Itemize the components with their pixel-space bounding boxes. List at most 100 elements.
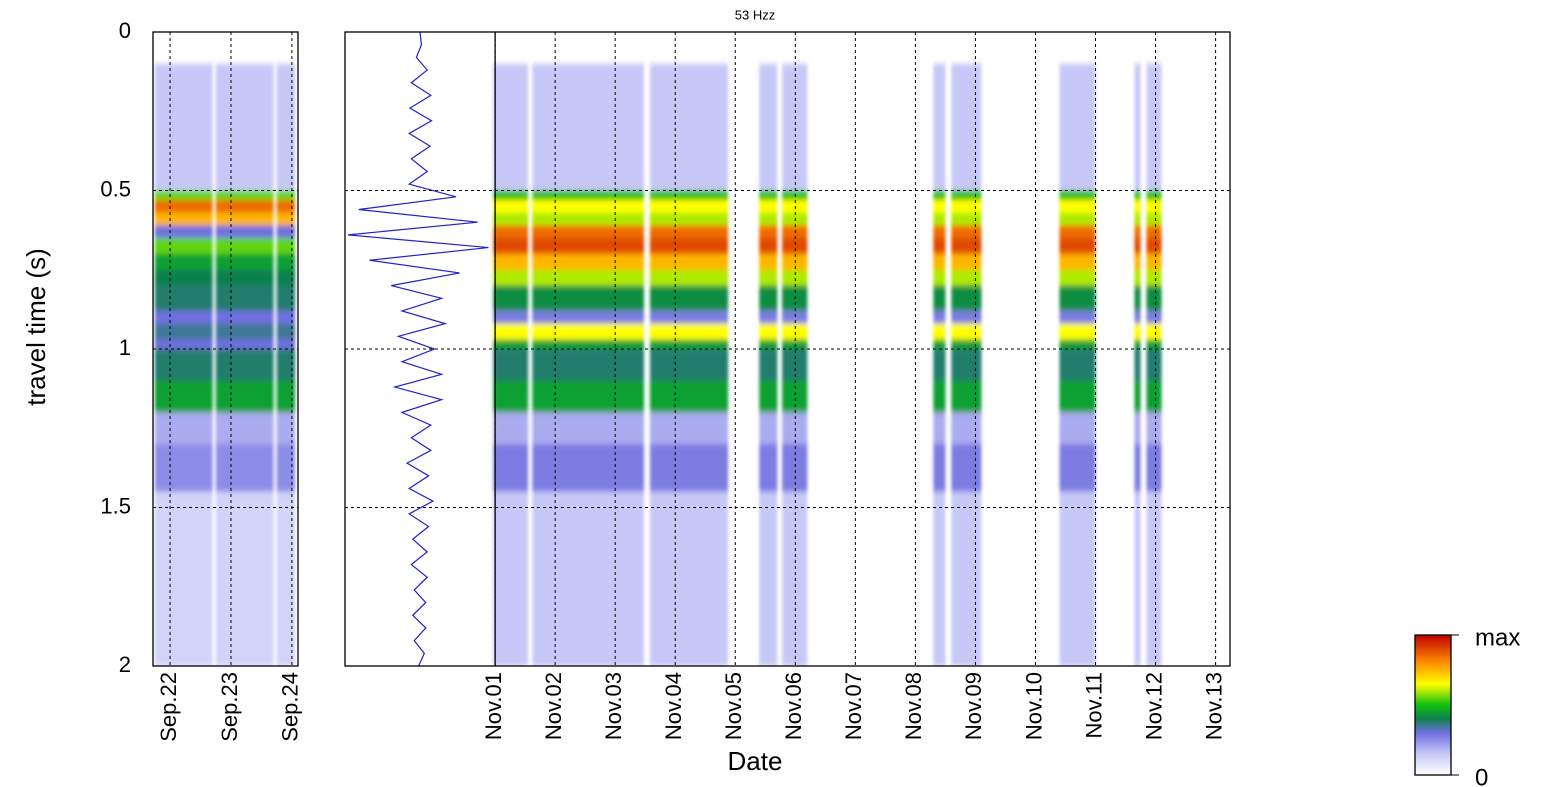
- heatmap-cell: [276, 190, 295, 201]
- heatmap-cell: [951, 269, 982, 287]
- heatmap-cell: [951, 238, 982, 255]
- heatmap-cell: [650, 212, 729, 226]
- heatmap-cell: [782, 349, 808, 382]
- heatmap-cell: [1134, 225, 1141, 239]
- heatmap: [493, 63, 1162, 666]
- heatmap-cell: [951, 491, 982, 666]
- heatmap-cell: [1146, 225, 1162, 239]
- heatmap-cell: [951, 212, 982, 226]
- heatmap-cell: [1134, 412, 1141, 445]
- heatmap-cell: [759, 285, 778, 312]
- heatmap-cell: [215, 349, 274, 382]
- x-tick-label: Nov.08: [901, 672, 926, 740]
- heatmap-cell: [532, 253, 645, 271]
- heatmap-cell: [933, 323, 946, 340]
- heatmap-cell: [782, 200, 808, 214]
- heatmap-cell: [154, 225, 213, 239]
- heatmap-cell: [493, 491, 529, 666]
- heatmap-cell: [276, 238, 295, 255]
- x-tick-label: Nov.12: [1141, 672, 1166, 740]
- plot-frame: [344, 31, 1231, 667]
- heatmap-cell: [933, 238, 946, 255]
- heatmap-cell: [759, 63, 778, 192]
- heatmap-cell: [759, 491, 778, 666]
- heatmap-cell: [493, 190, 529, 201]
- heatmap-cell: [532, 380, 645, 413]
- trace: [347, 31, 489, 667]
- heatmap-cell: [1146, 269, 1162, 287]
- heatmap-cell: [1146, 339, 1162, 350]
- heatmap-cell: [154, 212, 213, 226]
- heatmap-cell: [493, 412, 529, 445]
- heatmap-cell: [215, 380, 274, 413]
- heatmap-cell: [493, 212, 529, 226]
- x-tick-label: Nov.01: [481, 672, 506, 740]
- heatmap-cell: [532, 310, 645, 325]
- colorbar: [1414, 634, 1452, 776]
- heatmap-cell: [154, 285, 213, 312]
- heatmap-cell: [759, 269, 778, 287]
- heatmap-cell: [1059, 225, 1096, 239]
- heatmap-cell: [951, 63, 982, 192]
- x-tick-label: Nov.11: [1081, 672, 1106, 738]
- heatmap-cell: [782, 238, 808, 255]
- heatmap-cell: [532, 200, 645, 214]
- heatmap-cell: [951, 225, 982, 239]
- heatmap-cell: [759, 212, 778, 226]
- heatmap-cell: [1146, 212, 1162, 226]
- heatmap-cell: [1146, 491, 1162, 666]
- heatmap-cell: [782, 225, 808, 239]
- heatmap-cell: [532, 269, 645, 287]
- heatmap-cell: [1146, 412, 1162, 445]
- heatmap-cell: [759, 200, 778, 214]
- heatmap-cell: [650, 190, 729, 201]
- heatmap-cell: [532, 238, 645, 255]
- heatmap-cell: [154, 412, 213, 445]
- heatmap-cell: [154, 349, 213, 382]
- heatmap-cell: [650, 491, 729, 666]
- heatmap-cell: [1059, 339, 1096, 350]
- x-tick-label: Sep.23: [217, 672, 242, 742]
- heatmap-cell: [1146, 349, 1162, 382]
- heatmap-cell: [759, 253, 778, 271]
- heatmap-cell: [782, 412, 808, 445]
- heatmap-cell: [650, 269, 729, 287]
- heatmap-cell: [493, 444, 529, 493]
- heatmap-cell: [759, 323, 778, 340]
- x-tick-label: Nov.09: [961, 672, 986, 740]
- heatmap-cell: [951, 285, 982, 312]
- heatmap-cell: [154, 238, 213, 255]
- heatmap-cell: [1059, 349, 1096, 382]
- x-axis-label: Date: [728, 746, 783, 776]
- heatmap-cell: [276, 349, 295, 382]
- heatmap-cell: [933, 269, 946, 287]
- heatmap-cell: [215, 491, 274, 666]
- heatmap-cell: [154, 200, 213, 214]
- heatmap-cell: [493, 323, 529, 340]
- heatmap-cell: [1059, 380, 1096, 413]
- heatmap-cell: [933, 349, 946, 382]
- heatmap-cell: [154, 253, 213, 271]
- heatmap-cell: [1059, 238, 1096, 255]
- heatmap-cell: [276, 212, 295, 226]
- heatmap-cell: [933, 190, 946, 201]
- heatmap-cell: [759, 225, 778, 239]
- heatmap-cell: [933, 225, 946, 239]
- heatmap-cell: [276, 63, 295, 192]
- heatmap-cell: [650, 412, 729, 445]
- heatmap-cell: [1134, 212, 1141, 226]
- heatmap-cell: [154, 380, 213, 413]
- heatmap-cell: [276, 491, 295, 666]
- heatmap-cell: [1134, 444, 1141, 493]
- heatmap-cell: [1146, 310, 1162, 325]
- heatmap-cell: [532, 63, 645, 192]
- heatmap-cell: [1059, 310, 1096, 325]
- heatmap-cell: [154, 63, 213, 192]
- heatmap-cell: [215, 225, 274, 239]
- heatmap-cell: [759, 349, 778, 382]
- heatmap-cell: [782, 253, 808, 271]
- heatmap-cell: [532, 491, 645, 666]
- heatmap-cell: [1059, 412, 1096, 445]
- heatmap-cell: [532, 323, 645, 340]
